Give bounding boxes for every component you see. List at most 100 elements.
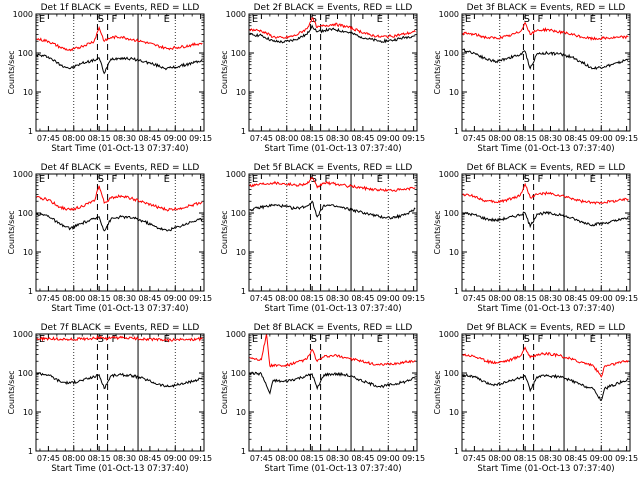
plot-frame xyxy=(35,13,205,132)
lld-series-line xyxy=(36,185,203,212)
y-tick-label: 1 xyxy=(28,287,33,296)
x-tick-label: 08:30 xyxy=(113,294,136,303)
x-tick-label: 09:15 xyxy=(615,454,638,463)
y-tick-label: 10 xyxy=(449,408,459,417)
region-label: E xyxy=(377,174,383,185)
x-tick-label: 09:15 xyxy=(615,134,638,143)
lld-series-line xyxy=(462,21,629,41)
lld-series-line xyxy=(462,346,629,378)
x-tick-label: 08:45 xyxy=(351,294,374,303)
detector-panel-9: Det 9f BLACK = Events, RED = LLD Counts/s… xyxy=(433,323,638,474)
x-axis-label: Start Time (01-Oct-13 07:37:40) xyxy=(264,304,401,314)
y-tick-label: 100 xyxy=(231,209,246,218)
y-axis-label: Counts/sec xyxy=(7,50,16,94)
plot-frame xyxy=(461,333,631,452)
detector-panel-1: Det 1f BLACK = Events, RED = LLD Counts/s… xyxy=(7,3,212,154)
region-label: E xyxy=(465,174,471,185)
x-tick-label: 07:45 xyxy=(37,294,60,303)
lld-series-line xyxy=(249,177,416,192)
y-tick-label: 100 xyxy=(18,369,33,378)
x-tick-label: 08:45 xyxy=(351,134,374,143)
plot-frame xyxy=(35,173,205,292)
region-label: E xyxy=(39,174,45,185)
detector-panel-7: Det 7f BLACK = Events, RED = LLD Counts/s… xyxy=(7,323,212,474)
y-tick-label: 1000 xyxy=(226,330,246,339)
panel-title: Det 3f BLACK = Events, RED = LLD xyxy=(467,3,626,13)
x-tick-label: 07:45 xyxy=(250,454,273,463)
events-series-line xyxy=(249,24,416,44)
x-tick-label: 09:00 xyxy=(164,134,187,143)
x-tick-label: 08:45 xyxy=(138,134,161,143)
x-tick-label: 08:30 xyxy=(326,454,349,463)
y-tick-label: 10 xyxy=(236,248,246,257)
y-tick-label: 1 xyxy=(241,447,246,456)
events-series-line xyxy=(36,372,203,390)
detector-panel-2: Det 2f BLACK = Events, RED = LLD Counts/s… xyxy=(220,3,425,154)
x-tick-label: 07:45 xyxy=(250,134,273,143)
x-axis-label: Start Time (01-Oct-13 07:37:40) xyxy=(264,464,401,474)
x-tick-label: 08:00 xyxy=(488,454,511,463)
x-tick-label: 09:15 xyxy=(402,134,425,143)
x-tick-label: 08:00 xyxy=(488,294,511,303)
region-label: E xyxy=(465,334,471,345)
x-tick-label: 08:45 xyxy=(351,454,374,463)
region-label: E xyxy=(590,334,596,345)
panel-title: Det 2f BLACK = Events, RED = LLD xyxy=(254,3,413,13)
x-tick-label: 08:15 xyxy=(514,134,537,143)
y-tick-label: 1000 xyxy=(439,10,459,19)
x-tick-label: 07:45 xyxy=(463,294,486,303)
region-label: E xyxy=(164,174,170,185)
x-tick-label: 08:15 xyxy=(514,294,537,303)
lld-series-line xyxy=(249,17,416,40)
panel-title: Det 6f BLACK = Events, RED = LLD xyxy=(467,163,626,173)
detector-panel-3: Det 3f BLACK = Events, RED = LLD Counts/s… xyxy=(433,3,638,154)
y-tick-label: 1000 xyxy=(226,170,246,179)
region-label: F xyxy=(111,14,117,25)
y-axis-label: Counts/sec xyxy=(433,50,442,94)
region-label: E xyxy=(252,14,258,25)
y-tick-label: 1 xyxy=(454,287,459,296)
detector-panel-5: Det 5f BLACK = Events, RED = LLD Counts/s… xyxy=(220,163,425,314)
x-tick-label: 08:15 xyxy=(301,294,324,303)
y-tick-label: 1000 xyxy=(13,330,33,339)
region-label: F xyxy=(324,334,330,345)
x-axis-label: Start Time (01-Oct-13 07:37:40) xyxy=(51,304,188,314)
y-tick-label: 100 xyxy=(231,49,246,58)
x-axis-label: Start Time (01-Oct-13 07:37:40) xyxy=(477,144,614,154)
x-tick-label: 08:45 xyxy=(138,294,161,303)
events-series-line xyxy=(249,371,416,395)
region-label: E xyxy=(465,14,471,25)
y-tick-label: 1 xyxy=(454,127,459,136)
y-tick-label: 1 xyxy=(28,447,33,456)
y-tick-label: 10 xyxy=(449,248,459,257)
y-tick-label: 10 xyxy=(23,88,33,97)
y-tick-label: 1000 xyxy=(439,170,459,179)
panel-title: Det 8f BLACK = Events, RED = LLD xyxy=(254,323,413,333)
x-tick-label: 08:15 xyxy=(301,134,324,143)
x-tick-label: 08:00 xyxy=(488,134,511,143)
panel-title: Det 1f BLACK = Events, RED = LLD xyxy=(41,3,200,13)
x-tick-label: 07:45 xyxy=(37,454,60,463)
region-label: F xyxy=(537,174,543,185)
x-tick-label: 08:45 xyxy=(564,134,587,143)
x-tick-label: 08:45 xyxy=(564,454,587,463)
y-axis-label: Counts/sec xyxy=(433,210,442,254)
plot-frame xyxy=(248,333,418,452)
y-tick-label: 10 xyxy=(23,408,33,417)
y-tick-label: 1 xyxy=(241,127,246,136)
x-tick-label: 08:00 xyxy=(275,134,298,143)
x-tick-label: 08:45 xyxy=(564,294,587,303)
detector-panel-8: Det 8f BLACK = Events, RED = LLD Counts/s… xyxy=(220,323,425,474)
plot-frame xyxy=(248,13,418,132)
x-tick-label: 08:00 xyxy=(62,134,85,143)
x-tick-label: 08:00 xyxy=(275,454,298,463)
lld-series-line xyxy=(462,182,629,205)
events-series-line xyxy=(462,48,629,71)
region-label: E xyxy=(377,14,383,25)
region-label: E xyxy=(590,174,596,185)
region-label: E xyxy=(164,14,170,25)
y-axis-label: Counts/sec xyxy=(220,370,229,414)
y-tick-label: 100 xyxy=(18,49,33,58)
y-tick-label: 1000 xyxy=(13,170,33,179)
